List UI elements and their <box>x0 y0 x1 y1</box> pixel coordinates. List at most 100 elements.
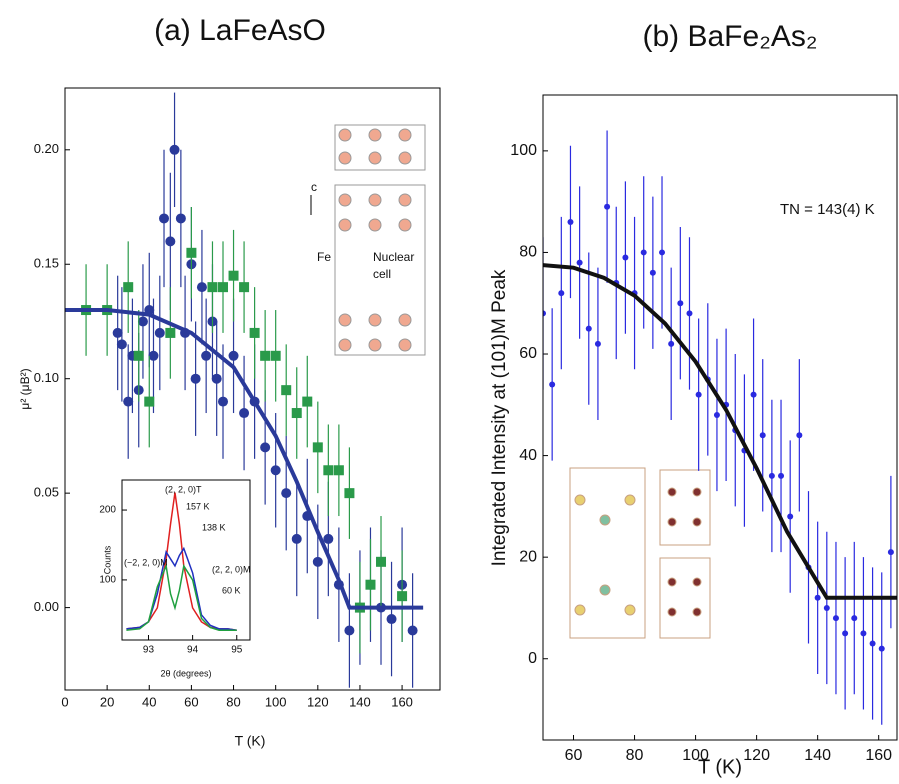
point <box>640 249 647 256</box>
point <box>281 385 292 396</box>
point <box>594 340 601 347</box>
point <box>228 350 239 361</box>
point <box>558 290 565 297</box>
point <box>778 472 785 479</box>
plot-area <box>543 130 897 725</box>
point <box>649 269 656 276</box>
annotation: (2, 2, 0)M <box>212 564 251 574</box>
annotation: 157 K <box>186 501 210 511</box>
x-tick-label: 120 <box>307 694 329 709</box>
x-tick-label: 0 <box>61 694 68 709</box>
point <box>190 373 201 384</box>
point <box>713 411 720 418</box>
point <box>567 218 574 225</box>
point <box>365 579 376 590</box>
point <box>622 254 629 261</box>
y-axis-label: Counts <box>102 545 112 574</box>
point <box>165 236 176 247</box>
line <box>126 563 237 631</box>
point <box>796 432 803 439</box>
y-tick-label: 80 <box>519 244 537 261</box>
point <box>123 396 134 407</box>
x-tick-label: 94 <box>187 645 199 656</box>
y-tick-label: 0.05 <box>34 485 59 500</box>
chart: (b) BaFe₂As₂ 60 80 100 120 140 160 0 20 40 60 80 100… <box>489 20 898 778</box>
annotation: TN = 143(4) K <box>780 201 875 218</box>
point <box>281 488 292 499</box>
point <box>851 615 858 622</box>
point <box>659 249 666 256</box>
point <box>604 203 611 210</box>
point <box>397 591 408 602</box>
y-tick-label: 0 <box>528 650 537 667</box>
point <box>260 350 271 361</box>
point <box>376 556 387 567</box>
x-tick-label: 120 <box>743 747 770 764</box>
point <box>291 408 302 419</box>
point <box>407 625 418 636</box>
x-tick-label: 100 <box>682 747 709 764</box>
x-tick-label: 95 <box>231 645 243 656</box>
annotation: Nuclear <box>373 250 414 264</box>
line <box>65 308 424 610</box>
point <box>842 630 849 637</box>
annotation: cell <box>373 267 391 281</box>
point <box>585 325 592 332</box>
y-tick-label: 0.10 <box>34 370 59 385</box>
point <box>116 339 127 350</box>
inset-background <box>122 480 250 640</box>
point <box>196 282 207 293</box>
chart-title: (a) LaFeAsO <box>154 14 326 47</box>
point <box>814 594 821 601</box>
x-axis-label: T (K) <box>235 733 266 749</box>
point <box>323 533 334 544</box>
point <box>312 442 323 453</box>
x-axis-label: 2θ (degrees) <box>160 668 211 678</box>
point <box>386 614 397 625</box>
point <box>159 213 170 224</box>
point <box>218 396 229 407</box>
plot-frame <box>121 479 251 641</box>
point <box>312 556 323 567</box>
annotation: (−2, 2, 0)M <box>124 557 168 567</box>
point <box>302 396 313 407</box>
point <box>260 442 271 453</box>
point <box>576 259 583 266</box>
point <box>169 144 180 155</box>
point <box>144 396 155 407</box>
point <box>869 640 876 647</box>
line <box>543 263 897 600</box>
plot-frame <box>542 94 898 741</box>
annotation: Fe <box>317 250 331 264</box>
point <box>677 300 684 307</box>
point <box>123 282 134 293</box>
point <box>695 391 702 398</box>
y-tick-label: 200 <box>99 505 116 516</box>
y-tick-label: 20 <box>519 548 537 565</box>
point <box>344 488 355 499</box>
point <box>344 625 355 636</box>
x-tick-label: 40 <box>142 694 156 709</box>
point <box>549 381 556 388</box>
x-tick-label: 80 <box>226 694 240 709</box>
point <box>768 472 775 479</box>
y-tick-label: 40 <box>519 447 537 464</box>
chart-title: (b) BaFe₂As₂ <box>642 20 817 53</box>
plot-frame <box>64 87 441 691</box>
chart: (a) LaFeAsO 0 20 40 60 80 100 120 140 160 0.00 0.05… <box>18 14 441 749</box>
point <box>668 340 675 347</box>
point <box>823 604 830 611</box>
point <box>239 282 250 293</box>
point <box>137 316 148 327</box>
point <box>228 270 239 281</box>
point <box>165 327 176 338</box>
point <box>686 310 693 317</box>
y-tick-label: 0.20 <box>34 141 59 156</box>
x-tick-label: 100 <box>265 694 287 709</box>
point <box>543 310 546 317</box>
y-tick-label: 0.15 <box>34 256 59 271</box>
y-axis-label: Integrated Intensity at (101)M Peak <box>489 269 510 566</box>
plot-area <box>126 492 237 631</box>
point <box>750 391 757 398</box>
